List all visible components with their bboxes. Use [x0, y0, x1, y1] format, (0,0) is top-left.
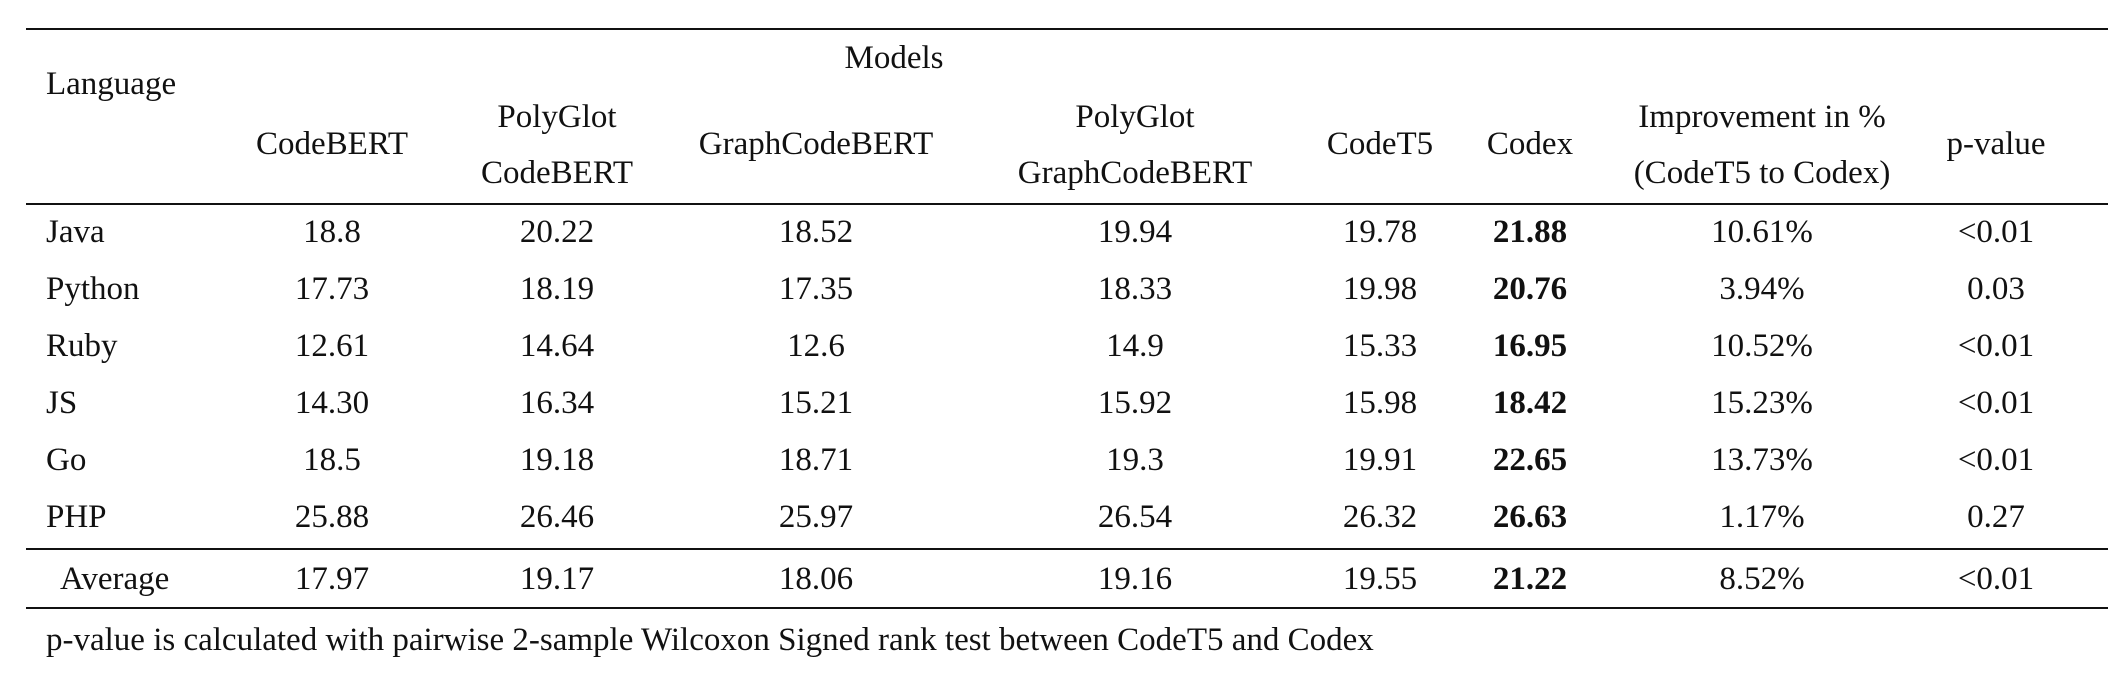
table-row-cell: 19.18 — [519, 442, 595, 478]
average-row-cell: 21.22 — [1492, 561, 1568, 597]
header-graphcodebert: GraphCodeBERT — [698, 126, 934, 162]
table-row-cell: 3.94% — [1719, 271, 1805, 307]
table-row-cell: 20.22 — [519, 214, 595, 250]
header-rule — [26, 203, 2108, 205]
table-row-cell: 18.8 — [303, 214, 361, 250]
table-row-cell: 18.71 — [778, 442, 854, 478]
table-row-cell: 12.61 — [294, 328, 370, 364]
table-row-language: Go — [46, 442, 87, 478]
table-row-cell: 18.42 — [1492, 385, 1568, 421]
header-codet5: CodeT5 — [1326, 126, 1434, 162]
table-row-cell: 17.35 — [778, 271, 854, 307]
top-rule — [26, 28, 2108, 30]
table-row-cell: 26.32 — [1342, 499, 1418, 535]
table-row-cell: 19.78 — [1342, 214, 1418, 250]
header-polyglot-codebert-2: CodeBERT — [480, 155, 634, 191]
table-row-cell: 26.46 — [519, 499, 595, 535]
header-improvement-1: Improvement in % — [1638, 99, 1886, 135]
table-row-cell: 12.6 — [787, 328, 845, 364]
table-row-language: Java — [46, 214, 105, 250]
table-row-cell: 25.88 — [294, 499, 370, 535]
table-row-cell: 14.9 — [1106, 328, 1164, 364]
average-rule — [26, 548, 2108, 550]
header-polyglot-codebert-1: PolyGlot — [497, 99, 617, 135]
table-row-cell: 26.63 — [1492, 499, 1568, 535]
table-row-cell: 15.21 — [778, 385, 854, 421]
table-row-cell: 10.61% — [1711, 214, 1813, 250]
table-row-cell: 13.73% — [1711, 442, 1813, 478]
table-row-language: Python — [46, 271, 140, 307]
table-row-cell: 22.65 — [1492, 442, 1568, 478]
header-codex: Codex — [1486, 126, 1574, 162]
table-row-cell: 19.94 — [1097, 214, 1173, 250]
table-row-language: Ruby — [46, 328, 118, 364]
table-row-cell: 15.33 — [1342, 328, 1418, 364]
bottom-rule — [26, 607, 2108, 609]
table-row-cell: 25.97 — [778, 499, 854, 535]
average-row-cell: 8.52% — [1719, 561, 1805, 597]
table-row-cell: 14.64 — [519, 328, 595, 364]
table-row-cell: 18.5 — [303, 442, 361, 478]
table-row-cell: 15.92 — [1097, 385, 1173, 421]
table-row-cell: 0.03 — [1967, 271, 2025, 307]
table-row-cell: <0.01 — [1957, 214, 2035, 250]
header-improvement-2: (CodeT5 to Codex) — [1633, 155, 1891, 191]
header-p-value: p-value — [1946, 126, 2046, 162]
average-row-cell: 17.97 — [294, 561, 370, 597]
table-row-cell: 10.52% — [1711, 328, 1813, 364]
table-row-cell: 15.23% — [1711, 385, 1813, 421]
table-row-cell: <0.01 — [1957, 442, 2035, 478]
header-polyglot-graphcodebert-1: PolyGlot — [1075, 99, 1195, 135]
table-row-cell: 18.33 — [1097, 271, 1173, 307]
table-row-language: PHP — [46, 499, 107, 535]
table-row-cell: 21.88 — [1492, 214, 1568, 250]
table-row-cell: 17.73 — [294, 271, 370, 307]
table-row-cell: 16.34 — [519, 385, 595, 421]
average-row-cell: 19.17 — [519, 561, 595, 597]
header-models: Models — [844, 40, 944, 76]
average-row-language: Average — [60, 561, 170, 597]
header-language: Language — [46, 66, 177, 102]
table-row-cell: 0.27 — [1967, 499, 2025, 535]
average-row-cell: <0.01 — [1957, 561, 2035, 597]
table-row-cell: 26.54 — [1097, 499, 1173, 535]
table-row-cell: 18.19 — [519, 271, 595, 307]
table-row-cell: 1.17% — [1719, 499, 1805, 535]
header-codebert: CodeBERT — [255, 126, 409, 162]
average-row-cell: 19.16 — [1097, 561, 1173, 597]
table-row-cell: 19.3 — [1106, 442, 1164, 478]
table-row-cell: 20.76 — [1492, 271, 1568, 307]
table-row-cell: 14.30 — [294, 385, 370, 421]
table-row-cell: <0.01 — [1957, 385, 2035, 421]
table-row-cell: <0.01 — [1957, 328, 2035, 364]
table-row-cell: 16.95 — [1492, 328, 1568, 364]
table-row-cell: 18.52 — [778, 214, 854, 250]
average-row-cell: 18.06 — [778, 561, 854, 597]
header-polyglot-graphcodebert-2: GraphCodeBERT — [1017, 155, 1253, 191]
average-row-cell: 19.55 — [1342, 561, 1418, 597]
footnote: p-value is calculated with pairwise 2-sa… — [46, 622, 1374, 658]
table-row-cell: 15.98 — [1342, 385, 1418, 421]
table-row-cell: 19.98 — [1342, 271, 1418, 307]
table-row-cell: 19.91 — [1342, 442, 1418, 478]
table-row-language: JS — [46, 385, 78, 421]
